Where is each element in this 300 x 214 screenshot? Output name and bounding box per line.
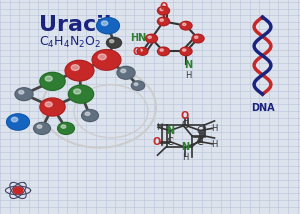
Circle shape [160, 49, 164, 51]
Text: H: H [211, 140, 217, 149]
Circle shape [65, 60, 94, 81]
Text: $\mathregular{C_4H_4N_2O_2}$: $\mathregular{C_4H_4N_2O_2}$ [39, 35, 101, 50]
Circle shape [37, 125, 42, 128]
Circle shape [148, 36, 152, 39]
Circle shape [45, 76, 52, 81]
Circle shape [137, 48, 148, 55]
Circle shape [134, 83, 138, 86]
Circle shape [61, 125, 66, 128]
Text: N: N [184, 60, 193, 70]
Circle shape [180, 47, 192, 56]
Text: C: C [182, 120, 188, 130]
Circle shape [68, 85, 94, 103]
Circle shape [58, 122, 74, 134]
Circle shape [11, 117, 18, 122]
Circle shape [13, 187, 23, 194]
Text: C: C [197, 137, 203, 147]
Circle shape [101, 21, 108, 25]
Circle shape [97, 18, 119, 34]
Circle shape [45, 102, 52, 107]
Circle shape [7, 114, 29, 130]
Text: DNA: DNA [251, 103, 274, 113]
Text: O: O [132, 48, 141, 57]
Text: H: H [156, 123, 162, 132]
Circle shape [110, 40, 114, 43]
Circle shape [82, 110, 98, 122]
Text: H: H [211, 124, 217, 133]
Circle shape [85, 112, 90, 115]
Circle shape [182, 23, 186, 26]
Text: N: N [166, 126, 174, 135]
Circle shape [146, 34, 158, 43]
Circle shape [194, 36, 198, 39]
Text: N: N [181, 142, 189, 152]
Text: HN: HN [130, 33, 146, 43]
Circle shape [158, 47, 169, 56]
Circle shape [34, 122, 50, 134]
Text: O: O [181, 111, 189, 121]
Circle shape [117, 66, 135, 79]
Circle shape [71, 65, 79, 70]
Text: Uracil: Uracil [39, 15, 112, 35]
Circle shape [158, 6, 169, 15]
Circle shape [158, 17, 169, 26]
Text: C: C [167, 137, 173, 147]
Circle shape [40, 98, 65, 116]
Circle shape [19, 91, 24, 94]
Text: O: O [152, 137, 160, 147]
Circle shape [98, 54, 106, 60]
Circle shape [92, 50, 121, 70]
Text: O: O [159, 3, 168, 12]
Text: H: H [185, 71, 192, 80]
Circle shape [192, 34, 204, 43]
Circle shape [140, 49, 142, 51]
Circle shape [74, 89, 81, 94]
Circle shape [15, 88, 33, 101]
Circle shape [160, 19, 164, 21]
Circle shape [180, 21, 192, 30]
Circle shape [40, 72, 65, 90]
Circle shape [160, 8, 164, 11]
Text: H: H [182, 153, 188, 162]
Circle shape [106, 37, 122, 48]
Circle shape [182, 49, 186, 51]
Circle shape [131, 81, 145, 90]
Text: C: C [197, 126, 203, 135]
Circle shape [121, 69, 126, 73]
